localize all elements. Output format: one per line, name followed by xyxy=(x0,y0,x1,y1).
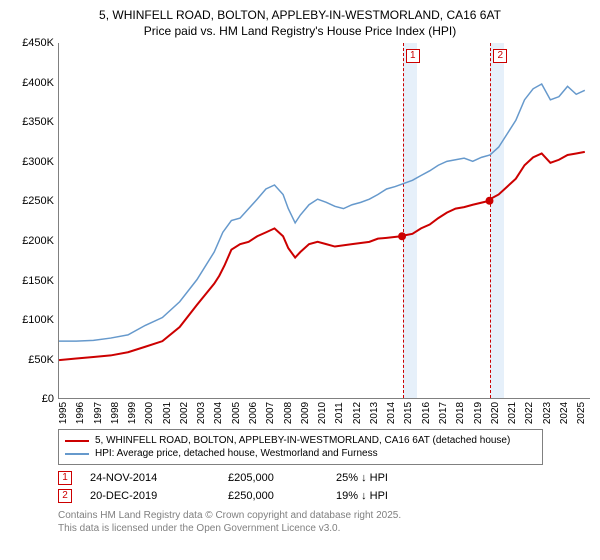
x-tick-label: 2017 xyxy=(438,402,449,424)
hpi-line xyxy=(59,84,585,341)
x-tick-label: 2025 xyxy=(576,402,587,424)
event-number: 2 xyxy=(58,489,72,503)
x-tick-label: 2020 xyxy=(490,402,501,424)
x-axis: 1995 1996 1997 1998 1999 2000 2001 2002 2003 2004… xyxy=(58,399,590,423)
x-tick-label: 2012 xyxy=(352,402,363,424)
x-tick-label: 2023 xyxy=(542,402,553,424)
y-tick-label: £100K xyxy=(10,314,54,326)
x-tick-label: 1999 xyxy=(127,402,138,424)
legend-row: HPI: Average price, detached house, West… xyxy=(65,447,536,460)
x-tick-label: 1998 xyxy=(110,402,121,424)
x-tick-label: 2016 xyxy=(421,402,432,424)
y-tick-label: £350K xyxy=(10,116,54,128)
x-tick-label: 1995 xyxy=(58,402,69,424)
x-tick-label: 2004 xyxy=(213,402,224,424)
event-date: 20-DEC-2019 xyxy=(90,490,210,502)
chart-svg xyxy=(59,43,590,398)
x-tick-label: 2014 xyxy=(386,402,397,424)
y-tick-label: £200K xyxy=(10,235,54,247)
footer-line1: Contains HM Land Registry data © Crown c… xyxy=(58,509,590,522)
plot-area: 12 xyxy=(58,43,590,399)
plot-wrap: £0 £50K £100K £150K £200K £250K £300K £350K £400… xyxy=(10,43,590,423)
legend-swatch xyxy=(65,453,89,455)
y-tick-label: £150K xyxy=(10,275,54,287)
x-tick-label: 2010 xyxy=(317,402,328,424)
x-tick-label: 2007 xyxy=(265,402,276,424)
event-date: 24-NOV-2014 xyxy=(90,472,210,484)
x-tick-label: 1997 xyxy=(93,402,104,424)
event-marker: 1 xyxy=(406,49,420,63)
x-tick-label: 2005 xyxy=(231,402,242,424)
sale-marker xyxy=(398,232,406,240)
chart-title: 5, WHINFELL ROAD, BOLTON, APPLEBY-IN-WES… xyxy=(0,0,600,41)
title-line1: 5, WHINFELL ROAD, BOLTON, APPLEBY-IN-WES… xyxy=(10,8,590,24)
x-tick-label: 2002 xyxy=(179,402,190,424)
y-tick-label: £300K xyxy=(10,156,54,168)
event-number: 1 xyxy=(58,471,72,485)
x-tick-label: 2009 xyxy=(300,402,311,424)
event-marker: 2 xyxy=(493,49,507,63)
x-tick-label: 2006 xyxy=(248,402,259,424)
x-tick-label: 1996 xyxy=(75,402,86,424)
y-tick-label: £450K xyxy=(10,37,54,49)
legend-swatch xyxy=(65,440,89,442)
x-tick-label: 2024 xyxy=(559,402,570,424)
title-line2: Price paid vs. HM Land Registry's House … xyxy=(10,24,590,40)
legend: 5, WHINFELL ROAD, BOLTON, APPLEBY-IN-WES… xyxy=(58,429,543,465)
y-tick-label: £50K xyxy=(10,354,54,366)
event-price: £250,000 xyxy=(228,490,318,502)
y-tick-label: £0 xyxy=(10,393,54,405)
footer-attribution: Contains HM Land Registry data © Crown c… xyxy=(58,509,590,535)
x-tick-label: 2000 xyxy=(144,402,155,424)
x-tick-label: 2011 xyxy=(334,402,345,424)
legend-label: 5, WHINFELL ROAD, BOLTON, APPLEBY-IN-WES… xyxy=(95,435,510,446)
x-tick-label: 2022 xyxy=(524,402,535,424)
sale-marker xyxy=(485,197,493,205)
x-tick-label: 2021 xyxy=(507,402,518,424)
event-price: £205,000 xyxy=(228,472,318,484)
x-tick-label: 2003 xyxy=(196,402,207,424)
x-tick-label: 2015 xyxy=(403,402,414,424)
event-pct: 19% ↓ HPI xyxy=(336,490,446,502)
x-tick-label: 2018 xyxy=(455,402,466,424)
x-tick-label: 2019 xyxy=(473,402,484,424)
x-tick-label: 2008 xyxy=(283,402,294,424)
event-row: 2 20-DEC-2019 £250,000 19% ↓ HPI xyxy=(58,489,590,503)
events-table: 1 24-NOV-2014 £205,000 25% ↓ HPI 2 20-DEC-201… xyxy=(58,471,590,503)
y-tick-label: £250K xyxy=(10,195,54,207)
event-pct: 25% ↓ HPI xyxy=(336,472,446,484)
y-tick-label: £400K xyxy=(10,77,54,89)
x-tick-label: 2001 xyxy=(162,402,173,424)
legend-row: 5, WHINFELL ROAD, BOLTON, APPLEBY-IN-WES… xyxy=(65,434,536,447)
footer-line2: This data is licensed under the Open Gov… xyxy=(58,522,590,535)
legend-label: HPI: Average price, detached house, West… xyxy=(95,448,378,459)
x-tick-label: 2013 xyxy=(369,402,380,424)
y-axis: £0£50K£100K£150K£200K£250K£300K£350K£400… xyxy=(10,43,58,399)
event-row: 1 24-NOV-2014 £205,000 25% ↓ HPI xyxy=(58,471,590,485)
